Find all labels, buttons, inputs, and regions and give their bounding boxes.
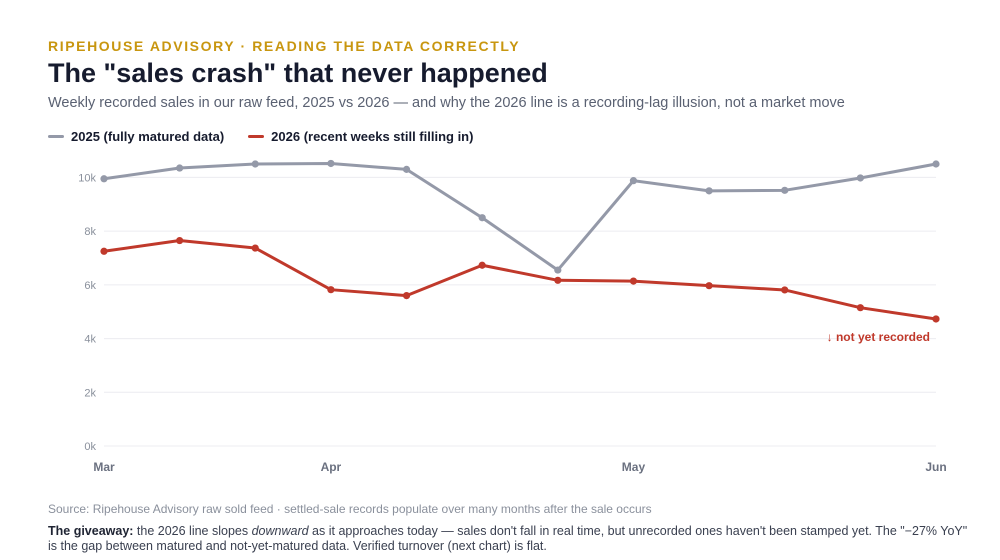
y-tick-label: 10k xyxy=(78,172,96,184)
giveaway-text-2: as it approaches today — sales don't fal… xyxy=(48,524,968,553)
giveaway-note: The giveaway: the 2026 line slopes downw… xyxy=(48,524,968,554)
legend-label-2026: 2026 (recent weeks still filling in) xyxy=(271,129,474,144)
y-tick-label: 6k xyxy=(84,280,96,292)
legend-label-2025: 2025 (fully matured data) xyxy=(71,129,225,144)
page-subtitle: Weekly recorded sales in our raw feed, 2… xyxy=(48,95,845,111)
series-2026-point xyxy=(932,315,940,323)
y-tick-label: 8k xyxy=(84,226,96,238)
legend-item-2025: 2025 (fully matured data) xyxy=(48,129,224,144)
series-2026-point xyxy=(251,244,259,252)
legend-swatch-2025 xyxy=(48,135,64,138)
series-2026-point xyxy=(327,286,335,294)
series-2026-point xyxy=(478,261,486,269)
series-2025-point xyxy=(781,186,789,194)
giveaway-emphasis: downward xyxy=(251,524,309,538)
y-tick-label: 0k xyxy=(84,441,96,453)
giveaway-label: The giveaway: xyxy=(48,524,134,538)
series-2026-point xyxy=(100,247,108,255)
series-2025-point xyxy=(932,160,940,168)
x-tick-label: Apr xyxy=(321,460,342,474)
series-2025-point xyxy=(100,175,108,183)
annotation-not-yet-recorded: ↓ not yet recorded xyxy=(827,330,930,344)
series-2026-point xyxy=(554,276,562,284)
series-2025-point xyxy=(856,174,864,182)
series-2026-point xyxy=(856,304,864,312)
series-2025-point xyxy=(705,187,713,195)
series-2025-line xyxy=(102,161,938,272)
chart-legend: 2025 (fully matured data) 2026 (recent w… xyxy=(48,129,473,144)
series-2025-point xyxy=(478,214,486,222)
legend-item-2026: 2026 (recent weeks still filling in) xyxy=(248,129,473,144)
source-note: Source: Ripehouse Advisory raw sold feed… xyxy=(48,502,652,516)
y-tick-label: 2k xyxy=(84,387,96,399)
series-2026-point xyxy=(705,282,713,290)
series-2025-point xyxy=(176,164,184,172)
x-tick-label: Jun xyxy=(925,460,946,474)
series-2025-point xyxy=(251,160,259,168)
series-2025-point xyxy=(327,159,335,168)
legend-swatch-2026 xyxy=(248,135,265,138)
series-2025-point xyxy=(402,165,411,173)
page-title: The "sales crash" that never happened xyxy=(48,58,548,88)
series-2026-point xyxy=(402,292,411,300)
series-2025-point xyxy=(629,177,638,185)
giveaway-text-1: the 2026 line slopes xyxy=(133,524,252,538)
series-2026-point xyxy=(176,236,184,245)
series-2026-line xyxy=(102,239,938,321)
y-tick-label: 4k xyxy=(84,334,96,346)
x-tick-label: Mar xyxy=(93,460,115,474)
series-2025-point xyxy=(554,266,562,274)
series-2026-point xyxy=(629,277,638,285)
series-2026-point xyxy=(781,286,789,294)
x-tick-label: May xyxy=(622,460,646,474)
eyebrow: RIPEHOUSE ADVISORY · READING THE DATA CO… xyxy=(48,38,521,54)
line-chart: 0k 2k 4k 6k 8k 10k Mar Apr May Jun ↓ not yet recor… xyxy=(78,159,947,474)
